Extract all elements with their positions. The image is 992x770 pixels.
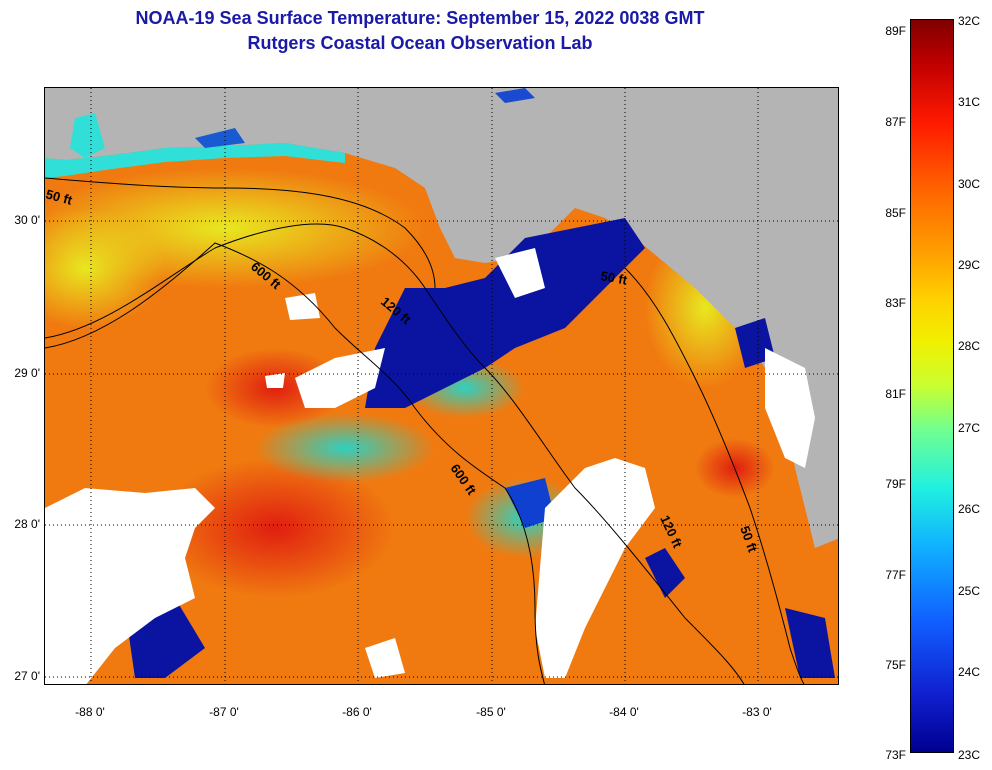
colorbar-fahrenheit-label: 75F	[885, 658, 906, 672]
colorbar-celsius-label: 25C	[958, 584, 981, 598]
temperature-color-bar	[910, 19, 954, 753]
longitude-tick-label: -86 0'	[342, 705, 372, 719]
contour-label: 50 ft	[45, 186, 75, 208]
bay-water	[70, 113, 105, 158]
contour-label: 50 ft	[599, 268, 629, 288]
colorbar-celsius-label: 31C	[958, 95, 981, 109]
graticule	[45, 88, 838, 684]
colorbar-celsius-label: 24C	[958, 665, 981, 679]
colorbar-fahrenheit-label: 83F	[885, 296, 906, 310]
latitude-tick-label: 30 0'	[14, 213, 40, 227]
colorbar-fahrenheit-label: 87F	[885, 115, 906, 129]
map-subtitle: Rutgers Coastal Ocean Observation Lab	[247, 33, 593, 53]
latitude-tick-label: 29 0'	[14, 366, 40, 380]
contour-600ft	[45, 242, 545, 684]
longitude-tick-label: -88 0'	[75, 705, 105, 719]
warm-water-patch	[155, 458, 395, 598]
map-title: NOAA-19 Sea Surface Temperature: Septemb…	[135, 8, 705, 28]
cold-cloud-edge-area	[785, 608, 835, 678]
cloud-mask	[765, 348, 815, 468]
longitude-tick-label: -84 0'	[609, 705, 639, 719]
colorbar-celsius-label: 30C	[958, 177, 981, 191]
inland-water	[495, 88, 535, 103]
contour-50ft-east	[624, 267, 805, 684]
cold-cloud-edge-area	[365, 218, 645, 408]
sst-map-canvas: 50 ft 600 ft 120 ft 50 ft 600 ft 120 ft …	[45, 88, 838, 684]
colorbar-fahrenheit-label: 81F	[885, 387, 906, 401]
colorbar-celsius-label: 32C	[958, 14, 981, 28]
colorbar-celsius-label: 29C	[958, 258, 981, 272]
cool-water-patch	[255, 413, 435, 483]
longitude-tick-label: -87 0'	[209, 705, 239, 719]
longitude-tick-label: -83 0'	[742, 705, 772, 719]
colorbar-celsius-label: 23C	[958, 748, 981, 762]
land-mass	[45, 88, 838, 548]
cloud-mask	[295, 348, 385, 408]
colorbar-celsius-label: 27C	[958, 421, 981, 435]
cloud-mask	[285, 293, 320, 320]
colorbar-fahrenheit-label: 79F	[885, 477, 906, 491]
cold-cloud-edge-area	[645, 548, 685, 598]
sst-map: 50 ft 600 ft 120 ft 50 ft 600 ft 120 ft …	[44, 87, 839, 685]
bay-water	[195, 128, 245, 148]
colorbar-fahrenheit-label: 73F	[885, 748, 906, 762]
contour-120ft	[45, 223, 745, 684]
colorbar-fahrenheit-label: 77F	[885, 568, 906, 582]
colorbar-fahrenheit-label: 85F	[885, 206, 906, 220]
colorbar-celsius-label: 28C	[958, 339, 981, 353]
cloud-mask	[45, 488, 215, 684]
latitude-tick-label: 28 0'	[14, 517, 40, 531]
colorbar-celsius-label: 26C	[958, 502, 981, 516]
contour-50ft	[45, 177, 436, 289]
longitude-tick-label: -85 0'	[476, 705, 506, 719]
cloud-mask	[265, 373, 285, 388]
nearshore-warm-band	[45, 208, 165, 328]
latitude-tick-label: 27 0'	[14, 669, 40, 683]
bathymetry-contours	[45, 177, 805, 684]
cold-cloud-edge-area	[505, 478, 555, 528]
cloud-mask	[365, 638, 405, 678]
coastal-water	[45, 143, 345, 178]
colorbar-fahrenheit-label: 89F	[885, 24, 906, 38]
cloud-mask	[495, 248, 545, 298]
